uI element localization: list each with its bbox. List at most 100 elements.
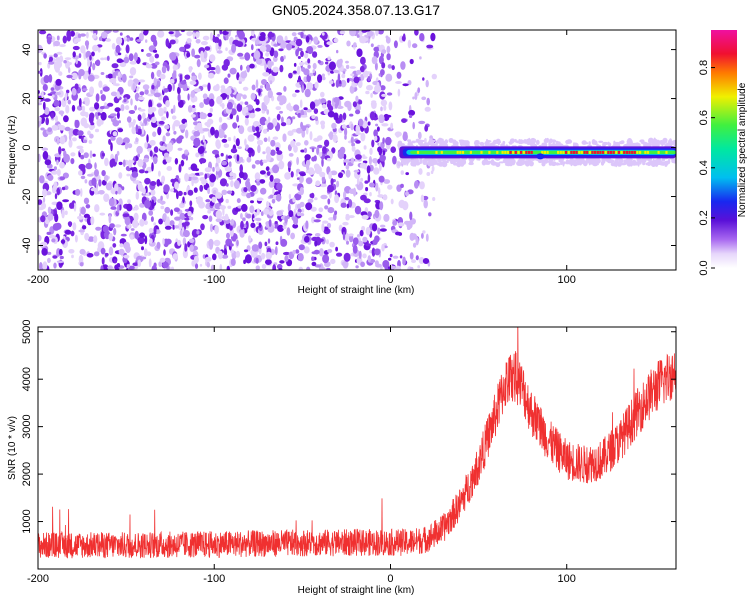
halo-blob <box>672 139 676 144</box>
noise-blob <box>153 262 157 268</box>
y-tick-label: -20 <box>21 189 33 205</box>
noise-blob <box>192 31 196 39</box>
noise-blob <box>83 152 89 159</box>
noise-blob <box>242 94 247 100</box>
noise-blob <box>386 45 391 54</box>
noise-blob <box>326 239 329 245</box>
noise-blob <box>184 221 190 227</box>
noise-blob <box>78 229 86 233</box>
noise-blob <box>223 59 230 67</box>
halo-blob <box>641 141 645 145</box>
noise-blob <box>290 232 295 240</box>
noise-blob <box>283 86 287 92</box>
noise-blob <box>165 132 171 137</box>
noise-blob <box>50 112 55 119</box>
noise-blob <box>218 116 223 123</box>
noise-blob <box>43 53 47 59</box>
noise-blob <box>342 112 347 121</box>
noise-blob <box>152 131 157 137</box>
noise-blob <box>334 194 340 204</box>
noise-blob <box>199 158 207 164</box>
colorbar-ticks: 0.0 0.2 0.4 0.6 0.8 <box>698 60 715 276</box>
snr-series-line <box>38 327 676 559</box>
y-tick-label: 1000 <box>21 509 33 533</box>
noise-blob <box>138 169 145 174</box>
noise-blob <box>385 114 392 118</box>
noise-blob <box>227 137 232 142</box>
noise-blob <box>431 165 435 172</box>
noise-blob <box>260 211 264 217</box>
noise-blob <box>101 179 107 186</box>
noise-blob <box>293 70 297 74</box>
noise-blob <box>293 216 299 226</box>
noise-blob <box>180 159 185 167</box>
noise-blob <box>221 254 229 259</box>
noise-blob <box>116 58 124 63</box>
noise-blob <box>229 171 234 177</box>
noise-blob <box>256 131 261 138</box>
noise-blob <box>267 75 275 83</box>
noise-blob <box>169 78 175 84</box>
noise-blob <box>414 92 418 101</box>
signal-peak <box>586 150 589 154</box>
halo-blob <box>615 158 619 161</box>
signal-peak <box>530 150 533 154</box>
noise-blob <box>381 49 387 54</box>
noise-blob <box>184 44 191 49</box>
noise-blob <box>265 146 271 155</box>
noise-blob <box>96 118 102 127</box>
noise-blob <box>373 46 380 52</box>
noise-blob <box>105 182 113 191</box>
noise-blob <box>279 64 284 73</box>
noise-blob <box>94 128 100 133</box>
noise-blob <box>326 41 333 46</box>
noise-blob <box>148 99 153 109</box>
noise-blob <box>86 40 89 50</box>
noise-blob <box>259 45 267 52</box>
noise-blob <box>47 206 52 214</box>
noise-blob <box>221 189 228 195</box>
noise-blob <box>112 131 118 137</box>
noise-blob <box>202 128 210 132</box>
noise-blob <box>314 81 319 89</box>
signal-peak <box>628 150 631 154</box>
noise-blob <box>387 64 392 69</box>
noise-blob <box>118 198 123 207</box>
noise-blob <box>327 198 331 205</box>
noise-blob <box>296 127 303 134</box>
halo-blob <box>509 138 516 143</box>
noise-blob <box>276 150 283 155</box>
signal-peak <box>538 150 541 154</box>
noise-blob <box>327 56 331 61</box>
noise-blob <box>392 255 399 259</box>
noise-blob <box>349 113 354 117</box>
halo-blob <box>615 161 618 168</box>
noise-blob <box>49 56 53 62</box>
noise-blob <box>322 76 326 81</box>
signal-peak <box>596 150 599 154</box>
noise-blob <box>276 182 283 191</box>
noise-blob <box>411 259 417 264</box>
noise-blob <box>149 55 155 63</box>
noise-blob <box>251 244 259 252</box>
noise-blob <box>254 172 261 181</box>
noise-blob <box>239 164 243 173</box>
noise-blob <box>266 153 271 162</box>
signal-peak <box>591 150 594 154</box>
noise-blob <box>142 187 146 195</box>
halo-blob <box>477 157 481 161</box>
noise-blob <box>256 139 264 146</box>
noise-blob <box>205 199 211 203</box>
noise-blob <box>220 87 227 94</box>
noise-blob <box>42 150 49 160</box>
noise-blob <box>245 179 251 188</box>
noise-blob <box>150 181 157 186</box>
noise-blob <box>270 149 276 156</box>
noise-blob <box>321 104 327 109</box>
noise-blob <box>236 239 239 247</box>
noise-blob <box>74 119 80 129</box>
noise-blob <box>109 223 115 229</box>
noise-blob <box>95 226 102 231</box>
noise-blob <box>147 93 154 97</box>
noise-blob <box>374 84 382 93</box>
